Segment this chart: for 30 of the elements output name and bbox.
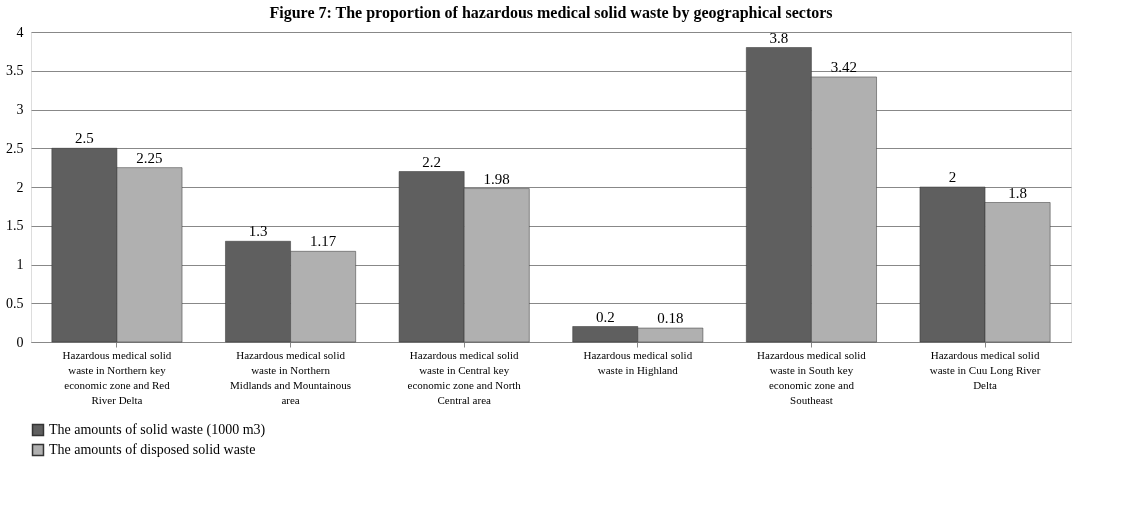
- y-tick-label: 4: [16, 24, 24, 40]
- legend-label: The amounts of solid waste (1000 m3): [49, 422, 266, 438]
- data-label: 0.2: [595, 308, 615, 325]
- chart-title: Figure 7: The proportion of hazardous medical solid waste by geographical sectors: [269, 4, 833, 22]
- data-label: 2.25: [136, 149, 163, 166]
- y-tick-label: 1.5: [6, 218, 24, 234]
- data-label: 1.17: [310, 233, 337, 250]
- data-label: 2: [948, 169, 957, 185]
- x-tick-label: Hazardous medical solid waste in Highland: [583, 348, 693, 376]
- x-tick-label: Hazardous medical solid waste in Northern key economic zone and Red River Delta: [62, 348, 172, 406]
- y-tick-label: 0.5: [6, 295, 24, 311]
- y-tick-label: 2: [16, 179, 24, 195]
- x-tick-label: Hazardous medical solid waste in Cuu Long River Delta: [929, 348, 1041, 391]
- data-label: 1.8: [1008, 184, 1027, 201]
- x-tick-label: Hazardous medical solid waste in Northern Midlands and Mountainous area: [230, 348, 352, 406]
- y-tick-label: 3: [16, 102, 24, 117]
- data-label: 3.8: [769, 29, 789, 46]
- y-tick-label: 2.5: [6, 140, 24, 156]
- data-label: 2.2: [422, 153, 442, 170]
- data-label: 1.98: [483, 170, 510, 187]
- data-label: 2.5: [75, 130, 94, 147]
- y-tick-label: 1: [16, 257, 24, 272]
- data-label: 3.42: [830, 58, 858, 75]
- data-label: 0.18: [657, 310, 684, 327]
- legend-label: The amounts of disposed solid waste: [49, 442, 256, 457]
- y-tick-label: 3.5: [6, 63, 24, 79]
- data-label: 1.3: [248, 223, 268, 240]
- x-tick-label: Hazardous medical solid waste in South key economic zone and Southeast: [757, 348, 867, 406]
- y-tick-label: 0: [16, 334, 24, 350]
- x-tick-label: Hazardous medical solid waste in Central key economic zone and North Central area: [407, 348, 522, 406]
